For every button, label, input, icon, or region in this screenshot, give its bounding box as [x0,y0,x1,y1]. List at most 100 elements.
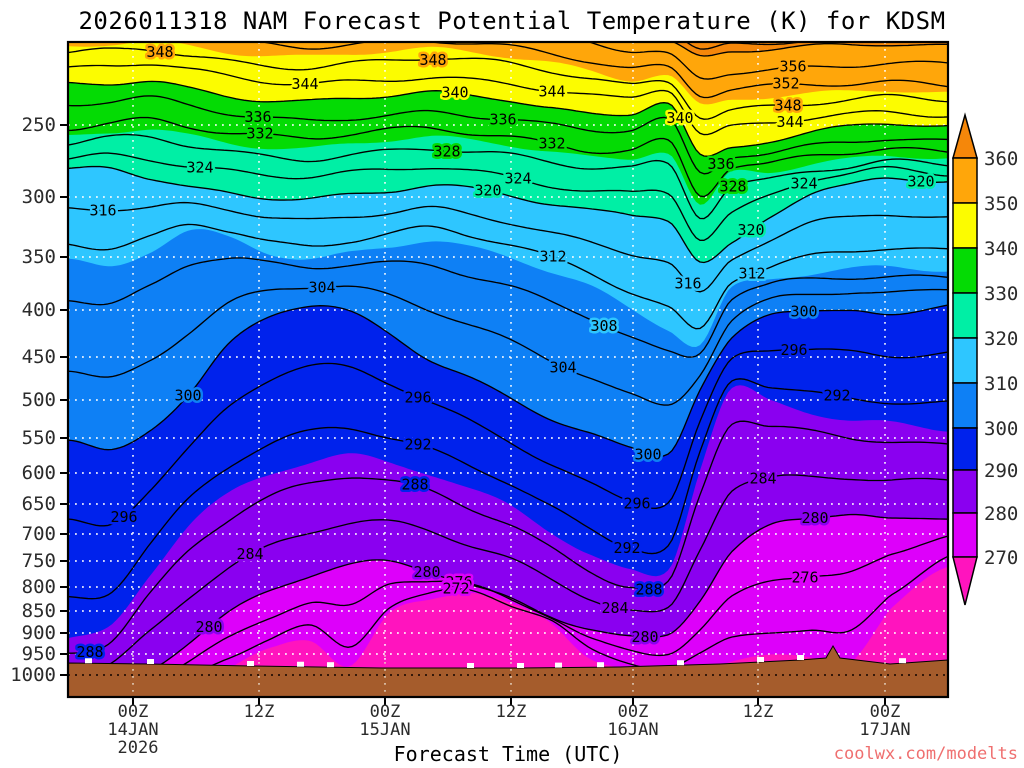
colorbar-label: 300 [984,418,1018,440]
terrain-notch [85,658,92,664]
contour-line-312 [68,223,948,330]
colorbar-label: 320 [984,328,1018,350]
contour-label-348: 348 [419,51,446,69]
contour-label-344: 344 [776,113,803,131]
contour-line-288 [68,420,948,654]
contour-label-300: 300 [634,445,661,463]
contour-line-316 [68,201,948,293]
colorbar-label: 270 [984,547,1018,569]
contour-label-352: 352 [772,75,799,93]
colorbar-label: 290 [984,460,1018,482]
colorbar-segment [952,382,978,429]
colorbar-label: 360 [984,148,1018,170]
colorbar-segment [952,469,978,514]
contour-label-344: 344 [291,75,318,93]
colorbar-label: 350 [984,193,1018,215]
colorbar-segment [952,427,978,471]
colorbar-segment [952,157,978,204]
contour-line-280 [85,513,948,697]
y-tick-label: 950 [22,643,56,665]
contour-line-332 [68,116,948,198]
y-tick-label: 550 [22,427,56,449]
y-axis: 2503003504004505005506006507007508008509… [10,114,68,686]
colorbar-segment [952,202,978,249]
colorbar-label: 330 [984,283,1018,305]
contour-label-304: 304 [308,279,335,297]
contour-label-280: 280 [413,563,440,581]
contour-label-292: 292 [613,539,640,557]
colorbar-label: 340 [984,238,1018,260]
terrain-notch [797,655,804,660]
terrain-notch [899,658,906,664]
contour-label-280: 280 [195,618,222,636]
colorbar-segment [952,292,978,339]
contour-line-272 [126,555,948,697]
contour-line-360 [671,42,948,57]
contour-label-312: 312 [738,265,765,283]
contour-label-332: 332 [538,134,565,152]
contour-fills [68,42,948,697]
contour-line-304 [68,285,948,406]
y-tick-label: 800 [22,576,56,598]
contour-label-336: 336 [489,111,516,129]
contour-line-336 [68,95,948,175]
terrain-notch [467,663,474,668]
y-tick-label: 500 [22,389,56,411]
terrain-notch [297,661,304,667]
contour-line-284 [68,474,948,677]
x-tick-label: 2026 [118,738,159,758]
contour-label-348: 348 [146,43,173,61]
contour-labels: 3483443363323283243163203483403123443323… [74,42,937,664]
contour-label-328: 328 [719,177,746,195]
terrain-notch [757,657,764,662]
contour-line-292 [68,378,948,600]
plot-frame [66,40,950,699]
y-tick-label: 700 [22,523,56,545]
colorbar-arrow-top [952,112,978,159]
contour-label-348: 348 [774,96,801,114]
y-tick-label: 850 [22,600,56,622]
contour-line-324 [68,152,948,241]
terrain-notch [555,662,562,668]
terrain-notch [597,662,604,668]
contour-label-288: 288 [76,643,103,661]
x-tick-label: 12Z [496,702,527,722]
colorbar-segment [952,337,978,384]
x-tick-label: 14JAN [107,720,158,740]
contour-label-300: 300 [174,387,201,405]
contour-label-296: 296 [110,508,137,526]
contour-label-324: 324 [504,170,531,188]
contour-label-320: 320 [474,181,501,199]
contour-label-356: 356 [779,58,806,76]
contour-line-348 [68,47,948,120]
contour-label-344: 344 [538,83,565,101]
contour-label-288: 288 [635,580,662,598]
colorbar-segment [952,247,978,294]
contour-label-284: 284 [236,545,263,563]
y-tick-label: 300 [22,186,56,208]
contour-label-284: 284 [601,599,628,617]
contour-label-296: 296 [623,494,650,512]
contour-label-336: 336 [244,108,271,126]
colorbar-label: 310 [984,373,1018,395]
contour-label-276: 276 [791,568,818,586]
contour-line-344 [68,64,948,136]
contour-label-272: 272 [442,580,469,598]
contour-label-296: 296 [780,341,807,359]
y-tick-label: 600 [22,462,56,484]
x-tick-label: 12Z [244,702,275,722]
y-tick-label: 1000 [10,664,56,686]
y-tick-label: 400 [22,299,56,321]
watermark-link[interactable]: coolwx.com/modelts [833,744,1018,764]
contour-lines [68,42,948,697]
contour-label-288: 288 [401,476,428,494]
contour-label-316: 316 [674,275,701,293]
x-tick-label: 15JAN [359,720,410,740]
contour-label-292: 292 [823,386,850,404]
ground-terrain [68,645,948,697]
contour-label-340: 340 [441,83,468,101]
contour-label-300: 300 [790,302,817,320]
y-tick-label: 250 [22,114,56,136]
y-tick-label: 750 [22,550,56,572]
